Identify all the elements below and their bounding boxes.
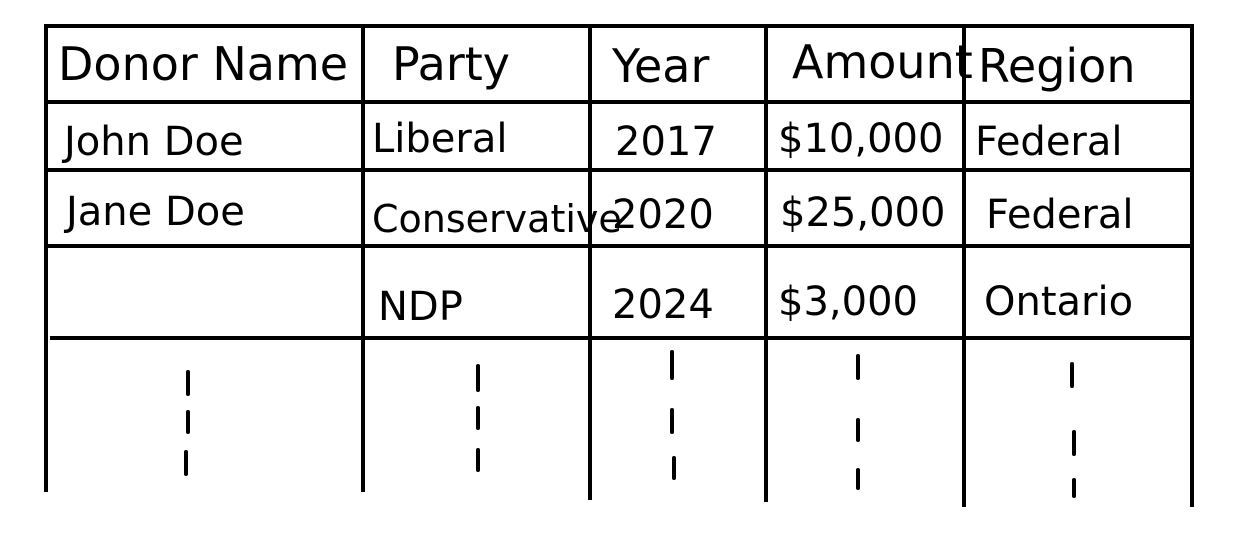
header-amount: Amount — [792, 35, 973, 89]
row-2-party: Conservative — [372, 197, 622, 241]
header-party: Party — [392, 37, 510, 91]
header-donor-name: Donor Name — [58, 37, 348, 91]
continuation-dashes-col-1 — [184, 370, 190, 476]
row-2-amount: $25,000 — [780, 190, 945, 236]
row-2-year: 2020 — [612, 192, 714, 238]
row-1-region: Federal — [975, 119, 1123, 165]
row-3-party: NDP — [378, 284, 463, 330]
row-1-amount: $10,000 — [778, 116, 943, 162]
row-3-region: Ontario — [984, 279, 1133, 325]
row-2-donor-name: Jane Doe — [63, 189, 245, 235]
row-3-year: 2024 — [612, 282, 714, 328]
continuation-dashes-col-5 — [1070, 362, 1076, 498]
row-1-donor-name: John Doe — [61, 119, 244, 165]
row-1-year: 2017 — [615, 119, 717, 165]
row-2-region: Federal — [986, 192, 1134, 238]
continuation-dashes-col-3 — [670, 350, 676, 480]
header-region: Region — [978, 39, 1135, 93]
header-year: Year — [611, 39, 709, 93]
row-1-party: Liberal — [372, 116, 507, 162]
row-3-amount: $3,000 — [778, 279, 918, 325]
